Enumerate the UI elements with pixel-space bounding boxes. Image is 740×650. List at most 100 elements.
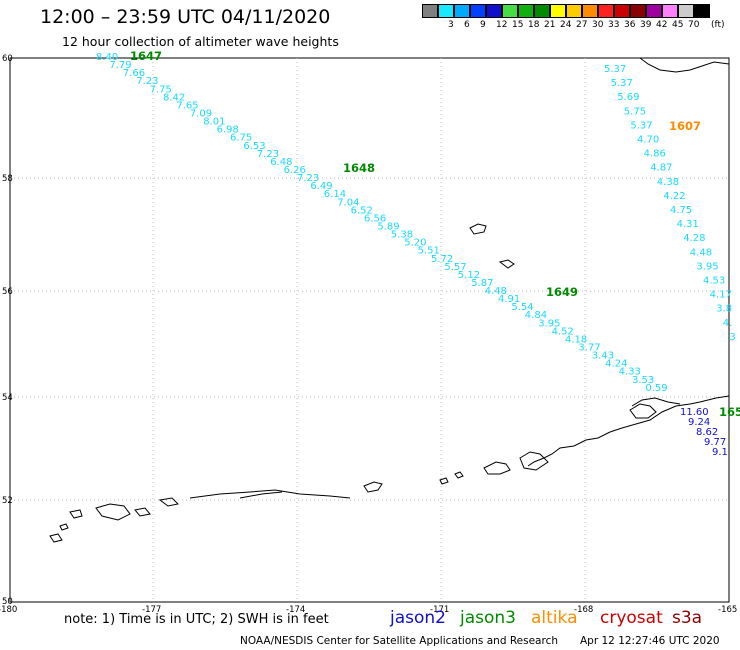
swh-value: 7.65	[176, 100, 198, 111]
swh-value: 4.52	[552, 326, 574, 337]
scale-tick-label: 6	[464, 20, 470, 30]
scale-tick-label: 70	[688, 20, 700, 30]
lat-label: 54	[2, 393, 13, 403]
lat-label: 58	[2, 174, 13, 184]
swh-value: 4.48	[690, 247, 712, 258]
swh-value: 4.38	[657, 177, 679, 188]
page-subtitle: 12 hour collection of altimeter wave hei…	[62, 34, 339, 49]
swh-value: 6.75	[230, 133, 252, 144]
swh-value: 5.69	[617, 92, 639, 103]
swh-value: 4.28	[683, 233, 705, 244]
pass-label-165: 165	[719, 405, 740, 419]
lon-label: -165	[718, 605, 737, 615]
scale-unit-label: (ft)	[711, 20, 725, 30]
scale-tick-label: 9	[480, 20, 486, 30]
swh-value: 7.79	[109, 60, 131, 71]
swh-value: 6.48	[270, 157, 292, 168]
page-title: 12:00 – 23:59 UTC 04/11/2020	[40, 6, 331, 28]
jason2-track-segment: 11.609.248.629.779.1	[680, 407, 728, 458]
swh-value: 4.86	[644, 149, 666, 160]
pass-label-1647: 1647	[130, 49, 162, 63]
swh-value: 5.87	[471, 278, 493, 289]
scale-swatch	[646, 4, 662, 18]
swh-value: 5.38	[391, 230, 413, 241]
swh-value: 4.31	[677, 219, 699, 230]
pass-label-1649: 1649	[546, 285, 578, 299]
swh-value: 8.01	[203, 117, 225, 128]
swh-value: 3.95	[538, 318, 560, 329]
alaska-peninsula-coast	[527, 395, 730, 467]
swh-value: 5.54	[511, 302, 533, 313]
swh-value: 4.18	[565, 334, 587, 345]
lon-label: -177	[142, 605, 161, 615]
scale-tick-label: 45	[672, 20, 684, 30]
swh-value: 3.95	[696, 261, 718, 272]
swh-value: 5.37	[604, 64, 626, 75]
scale-tick-label: 33	[608, 20, 620, 30]
scale-swatch	[454, 4, 470, 18]
swh-value: 5.72	[431, 254, 453, 265]
swh-value: 9.77	[704, 437, 726, 448]
pass-label-1607: 1607	[669, 119, 701, 133]
scale-swatch	[470, 4, 486, 18]
swh-value: 11.60	[680, 407, 709, 418]
scale-tick-label: 39	[640, 20, 652, 30]
scale-tick-label: 18	[528, 20, 540, 30]
scale-swatch	[662, 4, 678, 18]
credit-timestamp: Apr 12 12:27:46 UTC 2020	[580, 635, 720, 647]
map-frame	[9, 57, 730, 603]
jason3-track-pass-1647-1649: 8.407.797.667.237.758.427.657.098.016.98…	[96, 52, 668, 394]
unimak-island	[629, 403, 657, 419]
swh-value: 7.23	[297, 173, 319, 184]
scale-swatch	[694, 4, 710, 18]
andreanof-islands	[189, 489, 351, 499]
swh-value: 4.91	[498, 294, 520, 305]
scale-swatch	[582, 4, 598, 18]
swh-value: 0.59	[645, 383, 667, 394]
swh-value: 4.48	[485, 286, 507, 297]
swh-value: 4.	[723, 318, 733, 329]
swh-value: 4.17	[710, 290, 732, 301]
lat-label: 50	[2, 597, 13, 607]
swh-value: 5.12	[458, 270, 480, 281]
scale-tick-label: 24	[560, 20, 572, 30]
pass-labels: 1647 1648 1649 1607 165	[130, 49, 740, 419]
swh-value: 5.51	[418, 246, 440, 257]
legend-item-altika: altika	[531, 608, 578, 628]
swh-value: 6.14	[324, 189, 346, 200]
near-islands	[49, 509, 83, 543]
scale-tick-label: 21	[544, 20, 556, 30]
lat-label: 56	[2, 287, 13, 297]
lon-label: -168	[574, 605, 593, 615]
swh-value: 6.53	[243, 141, 265, 152]
footnote: note: 1) Time is in UTC; 2) SWH is in fe…	[64, 612, 329, 627]
scale-swatch	[550, 4, 566, 18]
scale-swatch	[630, 4, 646, 18]
legend-item-cryosat: cryosat	[600, 608, 663, 628]
swh-value: 6.98	[217, 125, 239, 136]
swh-value: 6.56	[364, 213, 386, 224]
scale-swatch	[486, 4, 502, 18]
swh-value: 4.84	[525, 310, 547, 321]
scale-swatch	[566, 4, 582, 18]
lon-axis-labels: -180 -177 -174 -171 -168 -165	[0, 605, 737, 615]
umnak-island	[483, 461, 511, 475]
scale-tick-label: 3	[448, 20, 454, 30]
swh-value: 6.26	[284, 165, 306, 176]
unalaska-island	[519, 451, 549, 471]
legend-item-jason2: jason2	[390, 608, 446, 628]
swh-value: 7.75	[150, 84, 172, 95]
swh-value: 5.57	[444, 262, 466, 273]
pribilof-st-george	[498, 259, 515, 269]
swh-value: 3.77	[578, 343, 600, 354]
scale-tick-label: 30	[592, 20, 604, 30]
atka-island	[363, 481, 383, 493]
altika-track-pass-1607: 5.37 5.37 5.69 5.75 5.37 4.70 4.86 4.87 4.38 4.22…	[604, 64, 736, 343]
swh-value: 4.22	[663, 191, 685, 202]
swh-value: 7.23	[136, 76, 158, 87]
scale-tick-label: 27	[576, 20, 588, 30]
swh-value: 8.42	[163, 92, 185, 103]
lon-label: -171	[430, 605, 449, 615]
scale-swatch	[438, 4, 454, 18]
